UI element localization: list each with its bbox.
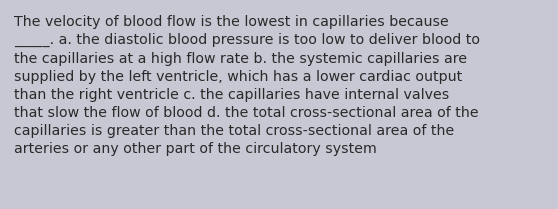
- Text: The velocity of blood flow is the lowest in capillaries because
_____. a. the di: The velocity of blood flow is the lowest…: [14, 15, 480, 156]
